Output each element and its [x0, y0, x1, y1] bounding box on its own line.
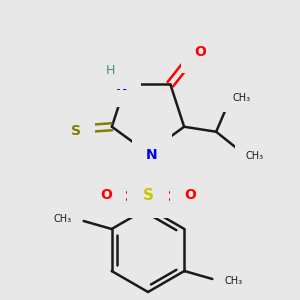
Text: H: H: [106, 64, 116, 77]
Text: O: O: [184, 188, 196, 202]
Text: CH₃: CH₃: [224, 276, 242, 286]
Text: CH₃: CH₃: [53, 214, 72, 224]
Text: O: O: [194, 45, 206, 59]
Text: N: N: [146, 148, 158, 162]
Text: O: O: [100, 188, 112, 202]
Text: S: S: [142, 188, 154, 202]
Text: N: N: [116, 79, 127, 93]
Text: CH₃: CH₃: [232, 93, 250, 103]
Text: CH₃: CH₃: [245, 151, 263, 161]
Text: S: S: [71, 124, 81, 138]
